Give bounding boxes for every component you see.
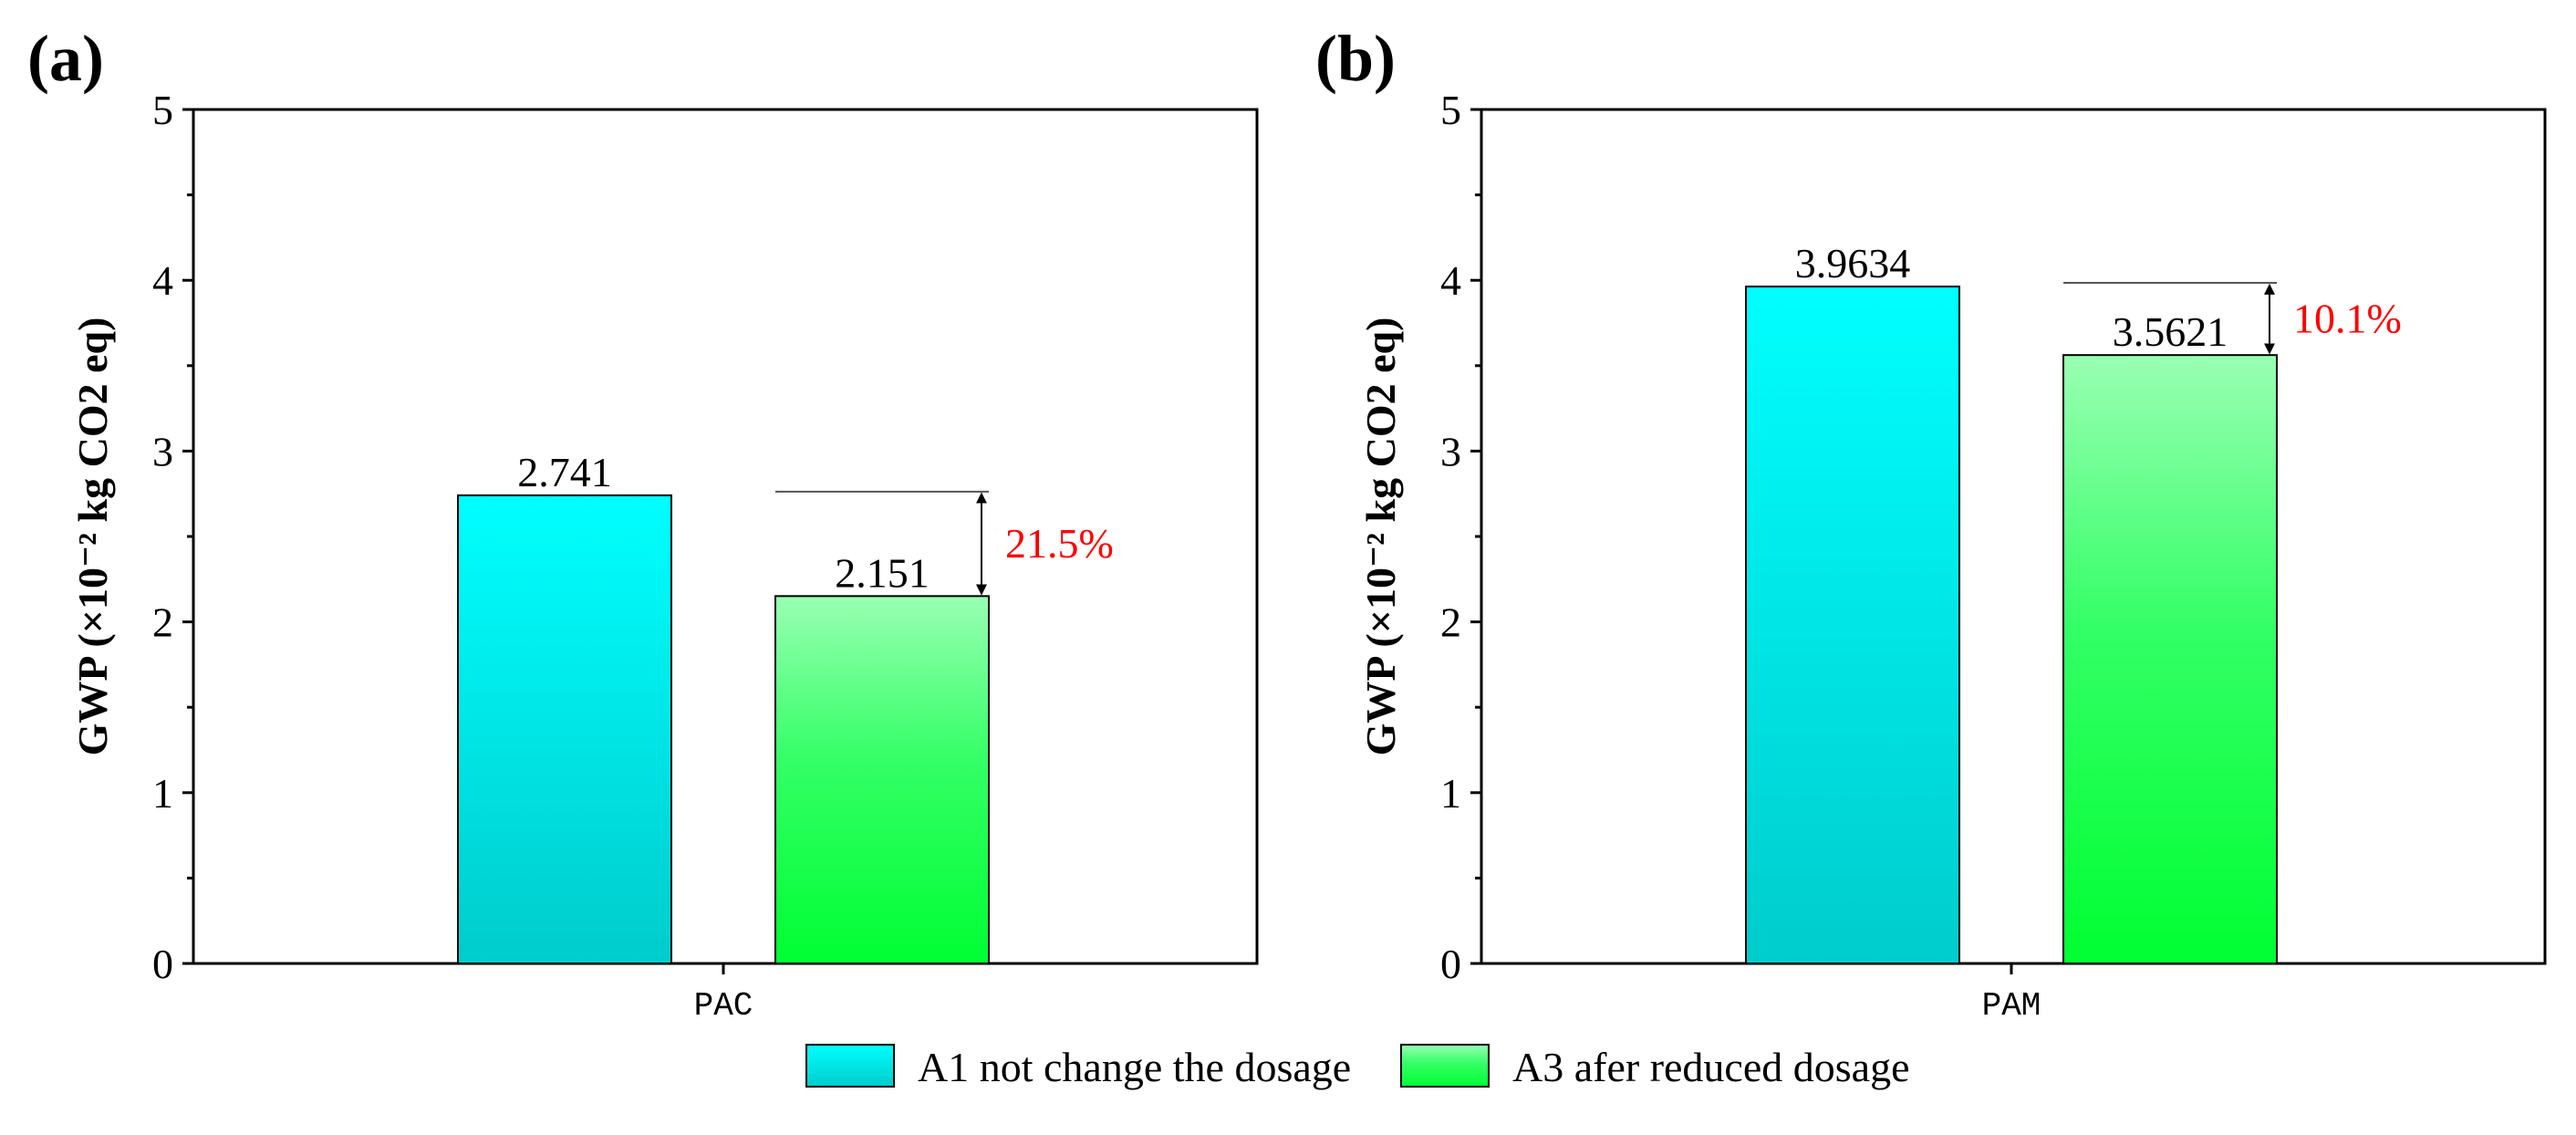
y-tick-label: 0 [1440, 941, 1461, 987]
legend-label: A3 afer reduced dosage [1512, 1044, 1910, 1090]
y-tick-label: 1 [152, 770, 173, 817]
panel-label: (b) [1315, 22, 1396, 95]
y-tick-label: 2 [1440, 599, 1461, 646]
y-tick-label: 5 [1440, 87, 1461, 133]
bar-a1 [457, 494, 672, 964]
reduction-percent-label: 10.1% [2293, 296, 2402, 342]
y-axis-label: GWP (×10⁻² kg CO2 eq) [69, 318, 116, 756]
chart-panels: (a) 0 1 2 3 4 5 GWP (×10⁻² kg CO2 eq) PAC 2.741 2.… [27, 22, 2547, 1025]
bar-a3 [2062, 354, 2278, 964]
y-tick-label: 2 [152, 599, 173, 646]
bar-value-label: 2.741 [517, 449, 612, 495]
legend-label: A1 not change the dosage [918, 1044, 1351, 1090]
legend-swatch [805, 1044, 895, 1088]
legend-item-a3: A3 afer reduced dosage [1400, 1044, 1910, 1090]
reduction-percent-label: 21.5% [1005, 520, 1114, 567]
panel-label: (a) [27, 22, 104, 95]
y-tick-label: 1 [1440, 770, 1461, 817]
bar-a1 [1745, 286, 1960, 964]
x-category-label: PAC [694, 987, 753, 1025]
bar-a3 [774, 595, 990, 965]
legend: A1 not change the dosage A3 afer reduced … [805, 1044, 1910, 1090]
bar-value-label: 3.5621 [2113, 308, 2228, 355]
bar-value-label: 2.151 [835, 549, 930, 596]
y-tick-label: 0 [152, 941, 173, 987]
bar-value-label: 3.9634 [1795, 240, 1911, 286]
chart-panel-a: (a) 0 1 2 3 4 5 GWP (×10⁻² kg CO2 eq) PAC 2.741 2.… [27, 22, 1259, 1025]
y-tick-label: 3 [1440, 428, 1461, 474]
y-tick-label: 5 [152, 87, 173, 133]
legend-item-a1: A1 not change the dosage [805, 1044, 1351, 1090]
y-axis-label: GWP (×10⁻² kg CO2 eq) [1357, 318, 1404, 756]
plot-frame [1480, 108, 2547, 965]
legend-swatch [1400, 1044, 1490, 1088]
y-tick-label: 4 [152, 257, 173, 304]
y-tick-label: 4 [1440, 257, 1461, 304]
x-category-label: PAM [1982, 987, 2041, 1025]
chart-panel-b: (b) 0 1 2 3 4 5 GWP (×10⁻² kg CO2 eq) PAM 3.9634 3… [1315, 22, 2547, 1025]
y-tick-label: 3 [152, 428, 173, 474]
